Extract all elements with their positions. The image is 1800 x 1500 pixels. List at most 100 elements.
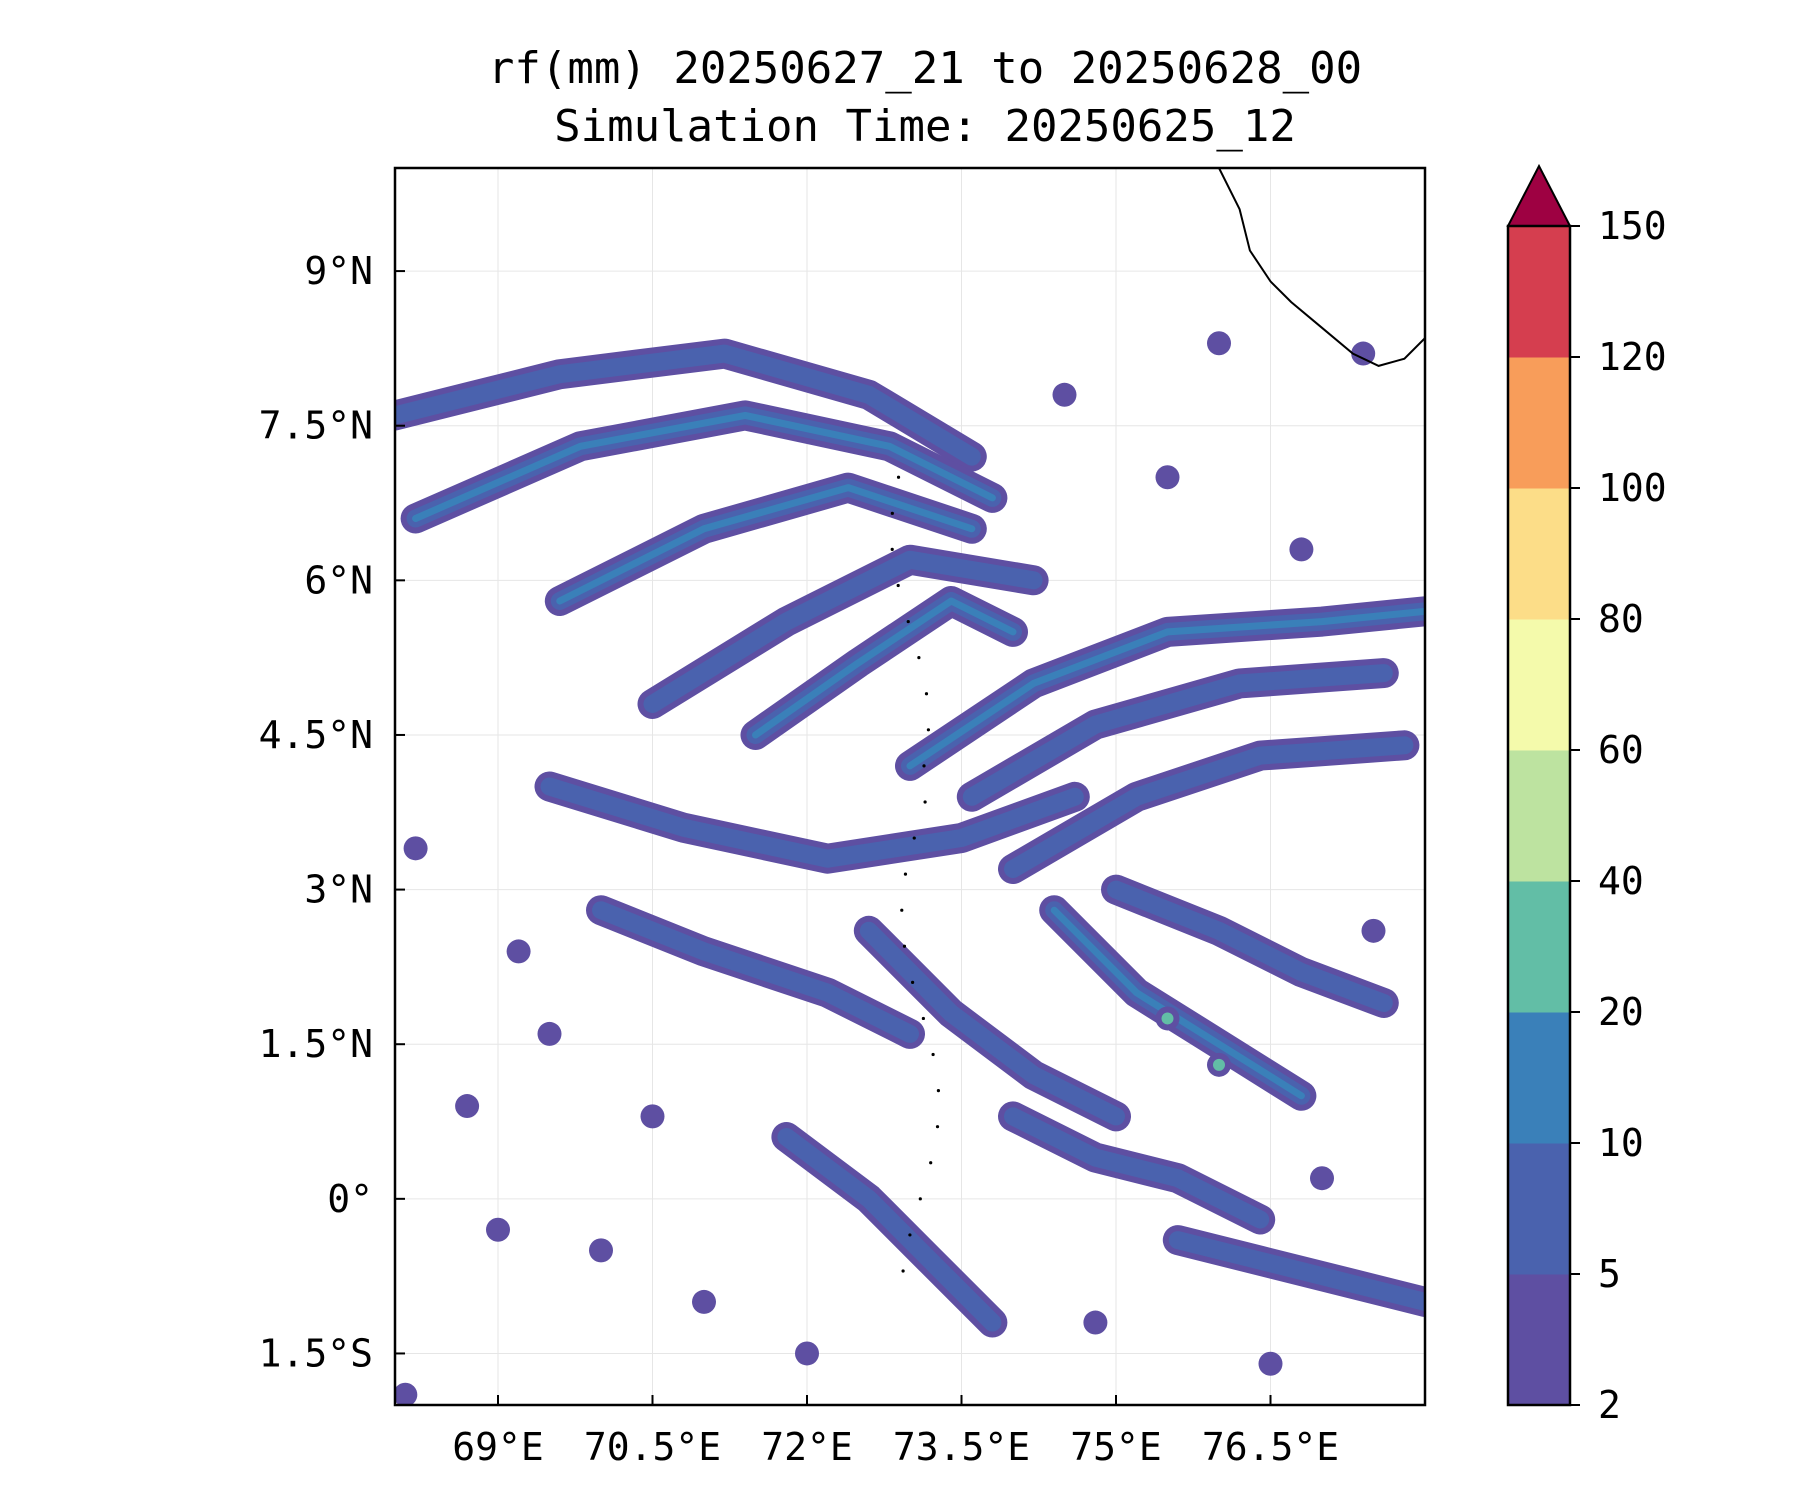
colorbar-segment <box>1508 226 1570 358</box>
rain-band-heavy <box>752 597 1017 739</box>
colorbar-tick-label: 60 <box>1598 728 1644 772</box>
island-dot <box>931 1052 935 1057</box>
ytick-label: 1.5°S <box>259 1331 373 1375</box>
rain-spot <box>455 1094 480 1119</box>
rain-band-core <box>1004 736 1414 878</box>
colorbar-tick-label: 100 <box>1598 466 1667 510</box>
rain-spot <box>1207 331 1231 356</box>
rain-spot <box>589 1238 613 1263</box>
rain-spot <box>1351 341 1376 366</box>
map-frame <box>393 166 1427 1407</box>
xtick-label: 72°E <box>761 1425 853 1469</box>
rain-band-heavy <box>906 607 1425 770</box>
rain-band-heavy <box>556 484 976 605</box>
island-dot <box>902 944 907 948</box>
ytick-label: 9°N <box>304 249 373 293</box>
colorbar-tick-label: 2 <box>1598 1383 1621 1427</box>
island-dot <box>924 692 929 696</box>
rain-spot <box>486 1217 510 1242</box>
island-dot <box>918 1197 922 1201</box>
rain-spot <box>403 836 428 861</box>
island-dot <box>923 800 927 804</box>
island-dot <box>917 656 921 660</box>
rain-spot <box>1310 1166 1334 1191</box>
chart-title: rf(mm) 20250627_21 to 20250628_00 <box>487 43 1363 94</box>
xtick-label: 73.5°E <box>893 1425 1030 1469</box>
colorbar-segment <box>1508 1274 1570 1406</box>
colorbar: 2 5 10 20 40 60 80 100 120 150 <box>1506 163 1667 1427</box>
chart-subtitle: Simulation Time: 20250625_12 <box>554 101 1296 152</box>
colorbar-segment <box>1508 619 1570 751</box>
colorbar-segment <box>1508 750 1570 882</box>
island-dot <box>910 980 915 984</box>
rain-spot <box>1155 465 1180 490</box>
colorbar-tick-label: 10 <box>1598 1121 1644 1165</box>
rain-spot <box>1258 1351 1283 1376</box>
rain-band-core <box>859 921 1125 1126</box>
xtick-label: 70.5°E <box>584 1425 721 1469</box>
rain-spot-heavy <box>1213 1058 1225 1071</box>
island-dot <box>935 1125 940 1129</box>
rain-spot <box>395 1382 418 1405</box>
colorbar-segment <box>1508 881 1570 1013</box>
colorbar-tick-label: 80 <box>1598 597 1644 641</box>
coastline <box>1218 168 1425 367</box>
colorbar-tick-label: 5 <box>1598 1252 1621 1296</box>
rain-spot <box>506 939 531 964</box>
latitude-ticks: 9°N 7.5°N 6°N 4.5°N 3°N 1.5°N 0° 1.5°S <box>259 249 405 1375</box>
island-dot <box>890 547 894 552</box>
ytick-label: 4.5°N <box>259 713 373 757</box>
colorbar-tick-label: 120 <box>1598 335 1667 379</box>
colorbar-segment <box>1508 488 1570 620</box>
rain-band-core <box>1004 1107 1270 1229</box>
colorbar-tick-label: 150 <box>1598 204 1667 248</box>
rain-spot <box>640 1104 665 1129</box>
island-dot <box>906 619 910 624</box>
colorbar-segment <box>1508 357 1570 489</box>
island-dot <box>896 475 901 479</box>
rain-band-core <box>540 777 1084 868</box>
island-dot <box>901 1269 905 1273</box>
ytick-label: 0° <box>327 1177 373 1221</box>
ytick-label: 7.5°N <box>259 404 373 448</box>
island-dot <box>922 764 926 768</box>
colorbar-segment <box>1508 1012 1570 1144</box>
rain-spot-heavy <box>1161 1012 1174 1025</box>
rain-band-core <box>395 344 981 466</box>
island-dot <box>896 583 900 588</box>
rain-band-core <box>962 664 1393 806</box>
colorbar-tick-label: 40 <box>1598 859 1644 903</box>
xtick-label: 76.5°E <box>1202 1425 1339 1469</box>
rain-band-core <box>592 901 919 1043</box>
rain-spot <box>1052 382 1077 407</box>
rainfall-field <box>395 331 1425 1405</box>
rain-spot <box>1361 918 1386 943</box>
colorbar-segment <box>1508 1143 1570 1275</box>
colorbar-tick-label: 20 <box>1598 990 1644 1034</box>
rain-band-core <box>1168 1231 1425 1311</box>
colorbar-frame <box>1506 224 1572 1407</box>
island-dot <box>936 1088 941 1093</box>
island-dot <box>908 1233 912 1237</box>
rain-band-core <box>777 1128 1002 1332</box>
ytick-label: 3°N <box>304 868 373 912</box>
island-dot <box>921 1016 925 1021</box>
india-coastline <box>1218 168 1425 367</box>
rain-band-core <box>643 550 1043 713</box>
rain-band-core <box>1107 880 1393 1012</box>
longitude-ticks: 69°E 70.5°E 72°E 73.5°E 75°E 76.5°E <box>452 1395 1339 1469</box>
colorbar-extend-arrow <box>1506 163 1572 227</box>
maldives-islands <box>890 475 941 1273</box>
rain-spot <box>795 1341 819 1366</box>
xtick-label: 75°E <box>1070 1425 1162 1469</box>
rain-spot <box>537 1021 562 1046</box>
ytick-label: 6°N <box>304 558 373 602</box>
island-dot <box>929 1161 933 1165</box>
island-dot <box>912 836 916 840</box>
island-dot <box>903 872 908 876</box>
rain-spot <box>1083 1310 1108 1335</box>
rain-spot <box>1289 537 1314 562</box>
island-dot <box>900 908 904 912</box>
rain-band-heavy <box>412 411 996 522</box>
